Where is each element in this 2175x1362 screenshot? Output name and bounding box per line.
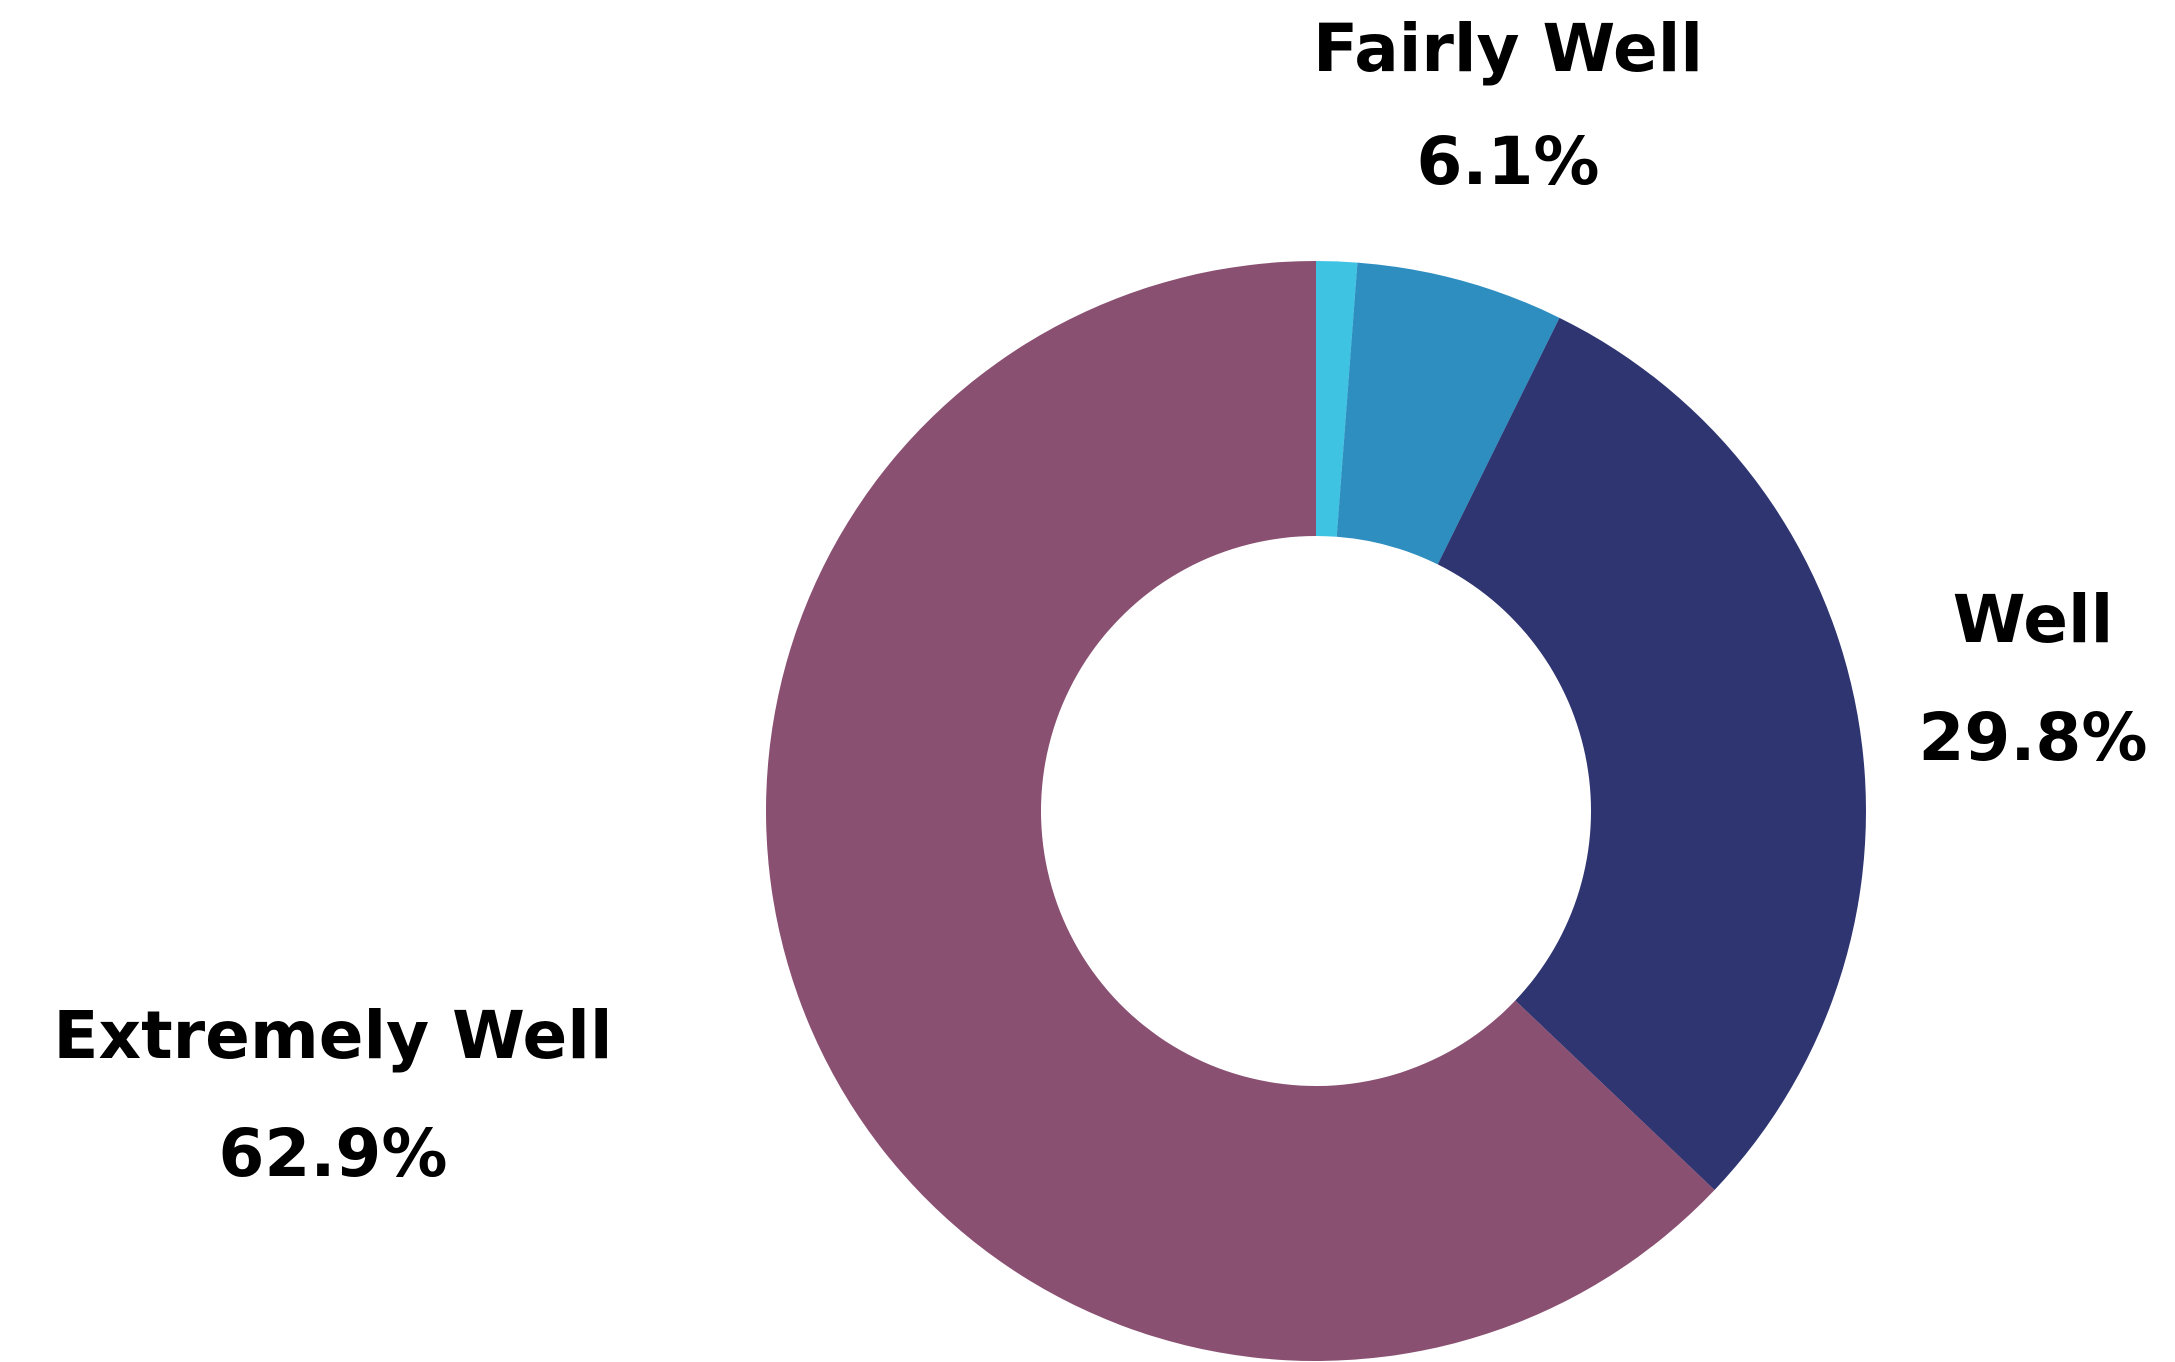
slice-label: Well [1953, 581, 2113, 658]
donut-slice [1437, 317, 1867, 1191]
donut-slice [766, 261, 1715, 1361]
slice-label: Fairly Well [1313, 10, 1703, 87]
slice-value-label: 29.8% [1919, 699, 2148, 776]
slice-value-label: 6.1% [1416, 123, 1599, 200]
donut-slice [1316, 261, 1358, 537]
donut-slice [1336, 262, 1560, 565]
slice-label: Extremely Well [53, 997, 612, 1074]
slice-value-label: 62.9% [219, 1115, 448, 1192]
